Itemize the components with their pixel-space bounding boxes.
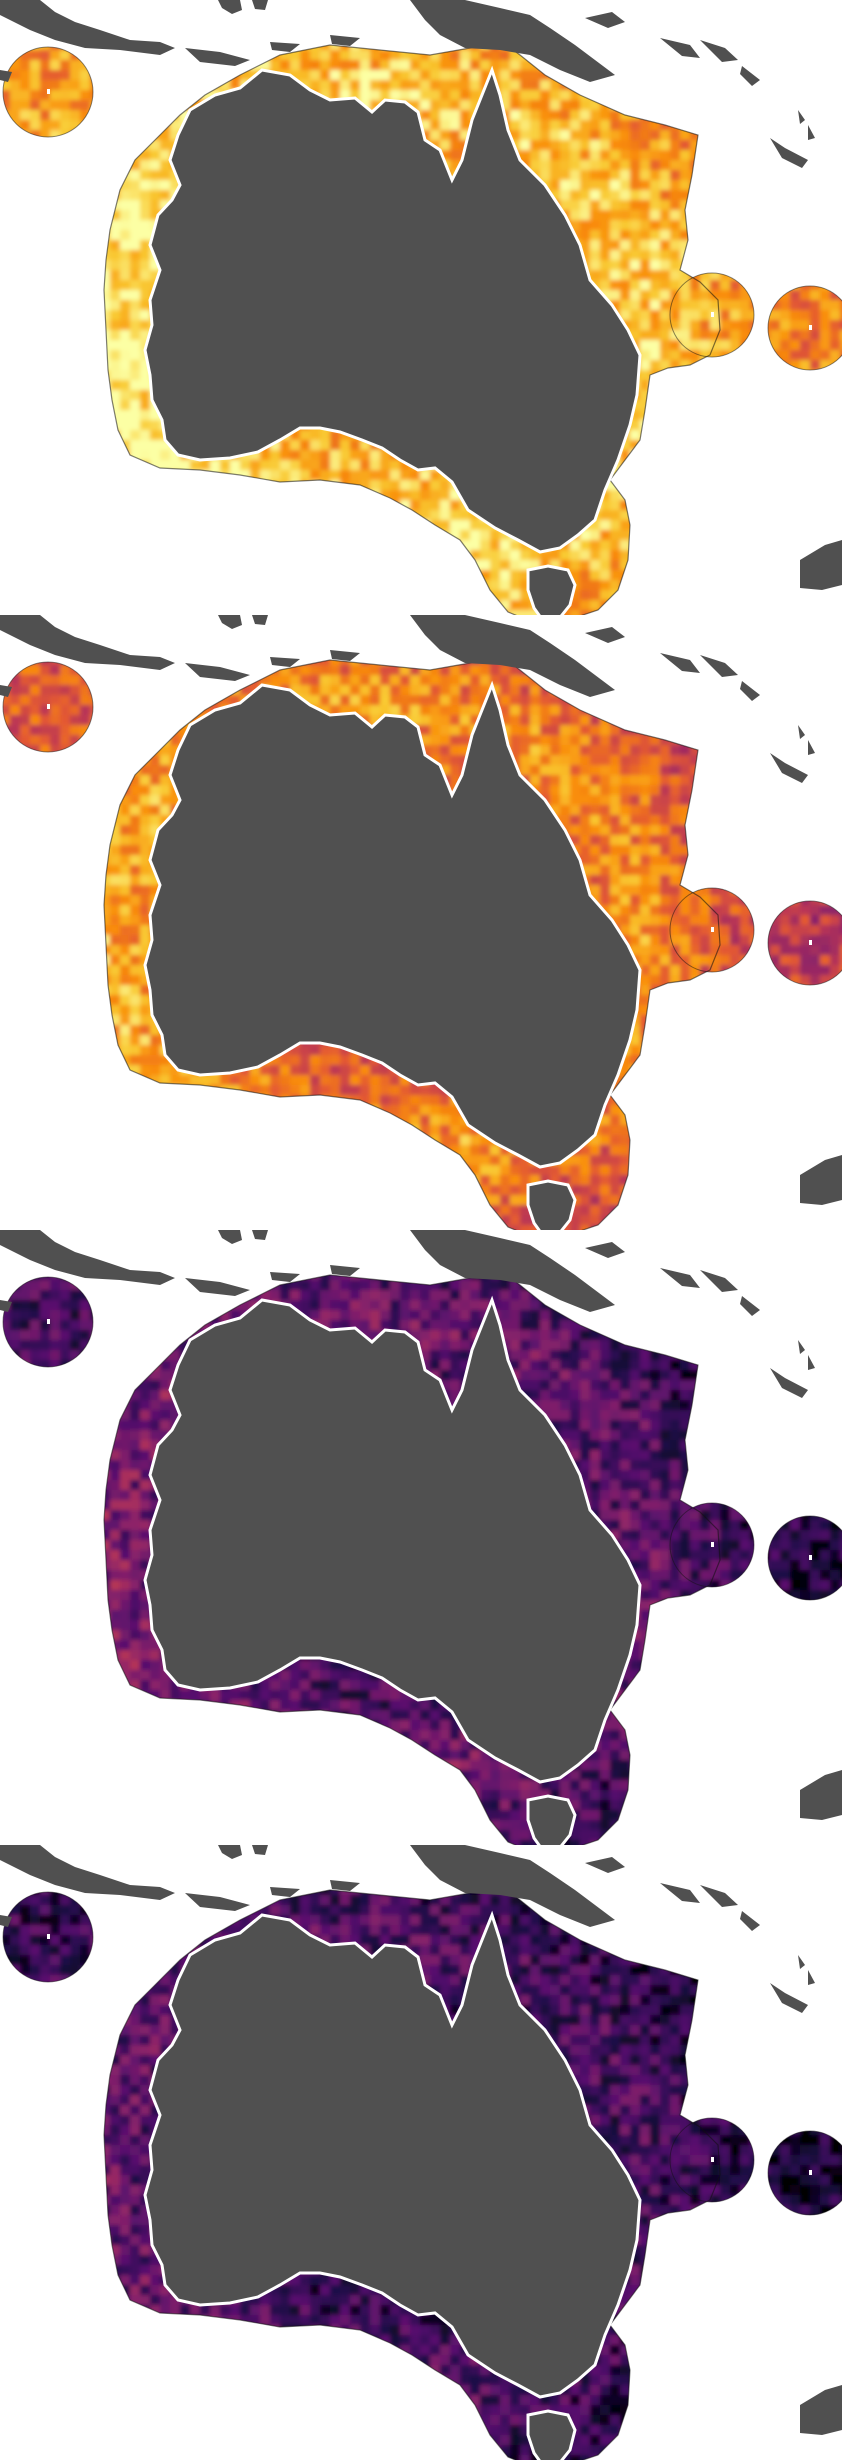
island-marker (47, 1934, 50, 1939)
island-eez-boundary (767, 900, 842, 986)
island-marker (809, 940, 812, 945)
land-masses (0, 1230, 842, 1820)
eez-boundary (103, 39, 721, 615)
island-eez-boundary (669, 1502, 755, 1588)
island-marker (711, 927, 714, 932)
island-eez-boundary (669, 272, 755, 358)
eez-boundary (103, 1269, 721, 1845)
map-svg (0, 1230, 842, 1845)
island-marker (809, 1555, 812, 1560)
australia-landmass (143, 680, 642, 1169)
land-masses (0, 615, 842, 1205)
panel-1 (0, 0, 842, 615)
tasmania-landmass (526, 1179, 577, 1230)
island-eez-boundary (2, 1276, 94, 1368)
land-masses (0, 1845, 842, 2435)
eez-boundary (103, 1884, 721, 2460)
island-eez-boundary (767, 2130, 842, 2216)
island-marker (47, 1319, 50, 1324)
island-marker (711, 1542, 714, 1547)
island-eez-boundary (2, 661, 94, 753)
island-marker (47, 89, 50, 94)
island-marker (47, 704, 50, 709)
island-marker (809, 2170, 812, 2175)
panel-3 (0, 1230, 842, 1845)
island-eez-boundary (669, 2117, 755, 2203)
island-eez-boundary (767, 285, 842, 371)
australia-landmass (143, 1295, 642, 1784)
island-eez-boundary (2, 1891, 94, 1983)
island-marker (711, 312, 714, 317)
tasmania-landmass (526, 564, 577, 615)
land-masses (0, 0, 842, 590)
map-svg (0, 615, 842, 1230)
australia-landmass (143, 1910, 642, 2399)
island-eez-boundary (2, 46, 94, 138)
island-eez-boundary (669, 887, 755, 973)
panel-2 (0, 615, 842, 1230)
eez-boundary (103, 654, 721, 1230)
map-svg (0, 1845, 842, 2460)
tasmania-landmass (526, 1794, 577, 1845)
island-marker (711, 2157, 714, 2162)
map-svg (0, 0, 842, 615)
tasmania-landmass (526, 2409, 577, 2460)
island-marker (809, 325, 812, 330)
panel-4 (0, 1845, 842, 2460)
australia-landmass (143, 65, 642, 554)
island-eez-boundary (767, 1515, 842, 1601)
